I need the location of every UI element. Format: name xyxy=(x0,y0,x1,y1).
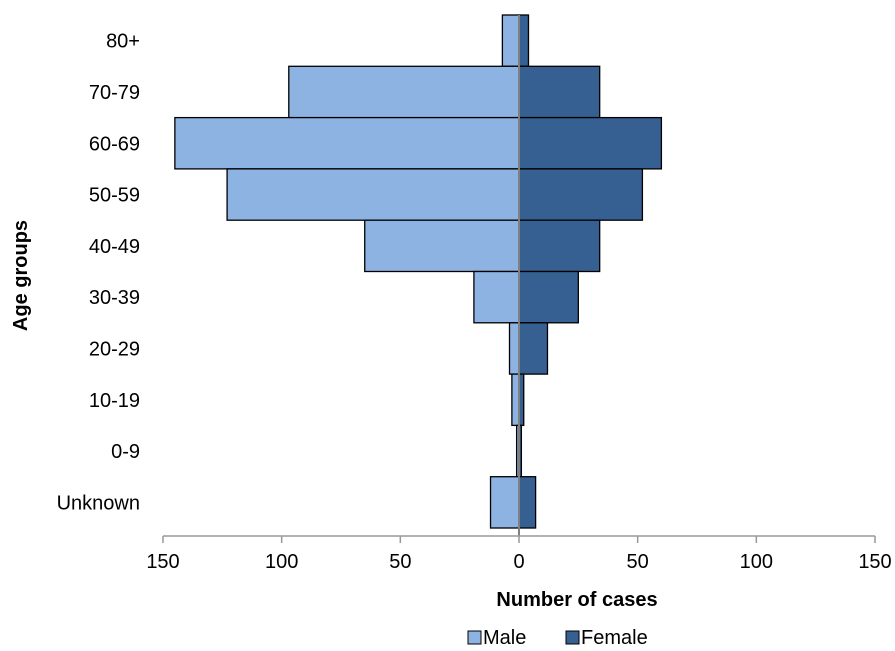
bar-female-50-59 xyxy=(518,168,644,221)
bar-male-70-79 xyxy=(288,65,520,119)
x-tick-label: 100 xyxy=(265,551,298,573)
bar-male-30-39 xyxy=(473,270,520,324)
bar-male-80- xyxy=(501,14,520,67)
legend-label-female: Female xyxy=(581,627,648,649)
legend-swatch-female xyxy=(565,630,580,645)
y-tick-label: 20-29 xyxy=(89,338,140,360)
x-tick-label: 150 xyxy=(146,551,179,573)
bar-female-20-29 xyxy=(518,322,549,375)
y-axis-tick-labels: 80+ 70-79 60-69 50-59 40-49 30-39 20-29 10-19 0-… xyxy=(57,31,140,515)
x-tick-label: 150 xyxy=(858,551,891,573)
bar-female-40-49 xyxy=(518,219,601,273)
x-axis-title: Number of cases xyxy=(496,589,657,611)
bars-group xyxy=(174,14,663,529)
x-tick-label: 50 xyxy=(389,551,411,573)
y-tick-label: 0-9 xyxy=(111,441,140,463)
bar-female-unknown xyxy=(518,476,537,529)
bar-male-50-59 xyxy=(226,168,520,221)
x-axis-ticks: 150 100 50 0 50 100 150 xyxy=(146,536,892,573)
x-tick-label: 100 xyxy=(740,551,773,573)
x-tick-label: 0 xyxy=(513,551,524,573)
y-axis-title: Age groups xyxy=(10,220,32,331)
y-tick-label: 10-19 xyxy=(89,390,140,412)
legend-swatch-male xyxy=(467,630,482,645)
y-tick-label: 60-69 xyxy=(89,133,140,155)
legend: Male Female xyxy=(467,627,648,649)
y-tick-label: Unknown xyxy=(57,492,140,514)
y-tick-label: 70-79 xyxy=(89,82,140,104)
bar-female-30-39 xyxy=(518,270,579,324)
legend-label-male: Male xyxy=(483,627,526,649)
bar-female-60-69 xyxy=(518,116,663,170)
x-tick-label: 50 xyxy=(627,551,649,573)
bar-male-10-19 xyxy=(511,373,520,427)
y-tick-label: 40-49 xyxy=(89,236,140,258)
bar-male-40-49 xyxy=(364,219,520,273)
y-tick-label: 80+ xyxy=(106,31,140,53)
y-tick-label: 30-39 xyxy=(89,287,140,309)
y-tick-label: 50-59 xyxy=(89,185,140,207)
bar-female-80- xyxy=(518,14,530,67)
bar-female-70-79 xyxy=(518,65,601,119)
bar-male-unknown xyxy=(489,476,520,529)
bar-male-60-69 xyxy=(174,116,520,170)
bar-male-20-29 xyxy=(508,322,520,375)
